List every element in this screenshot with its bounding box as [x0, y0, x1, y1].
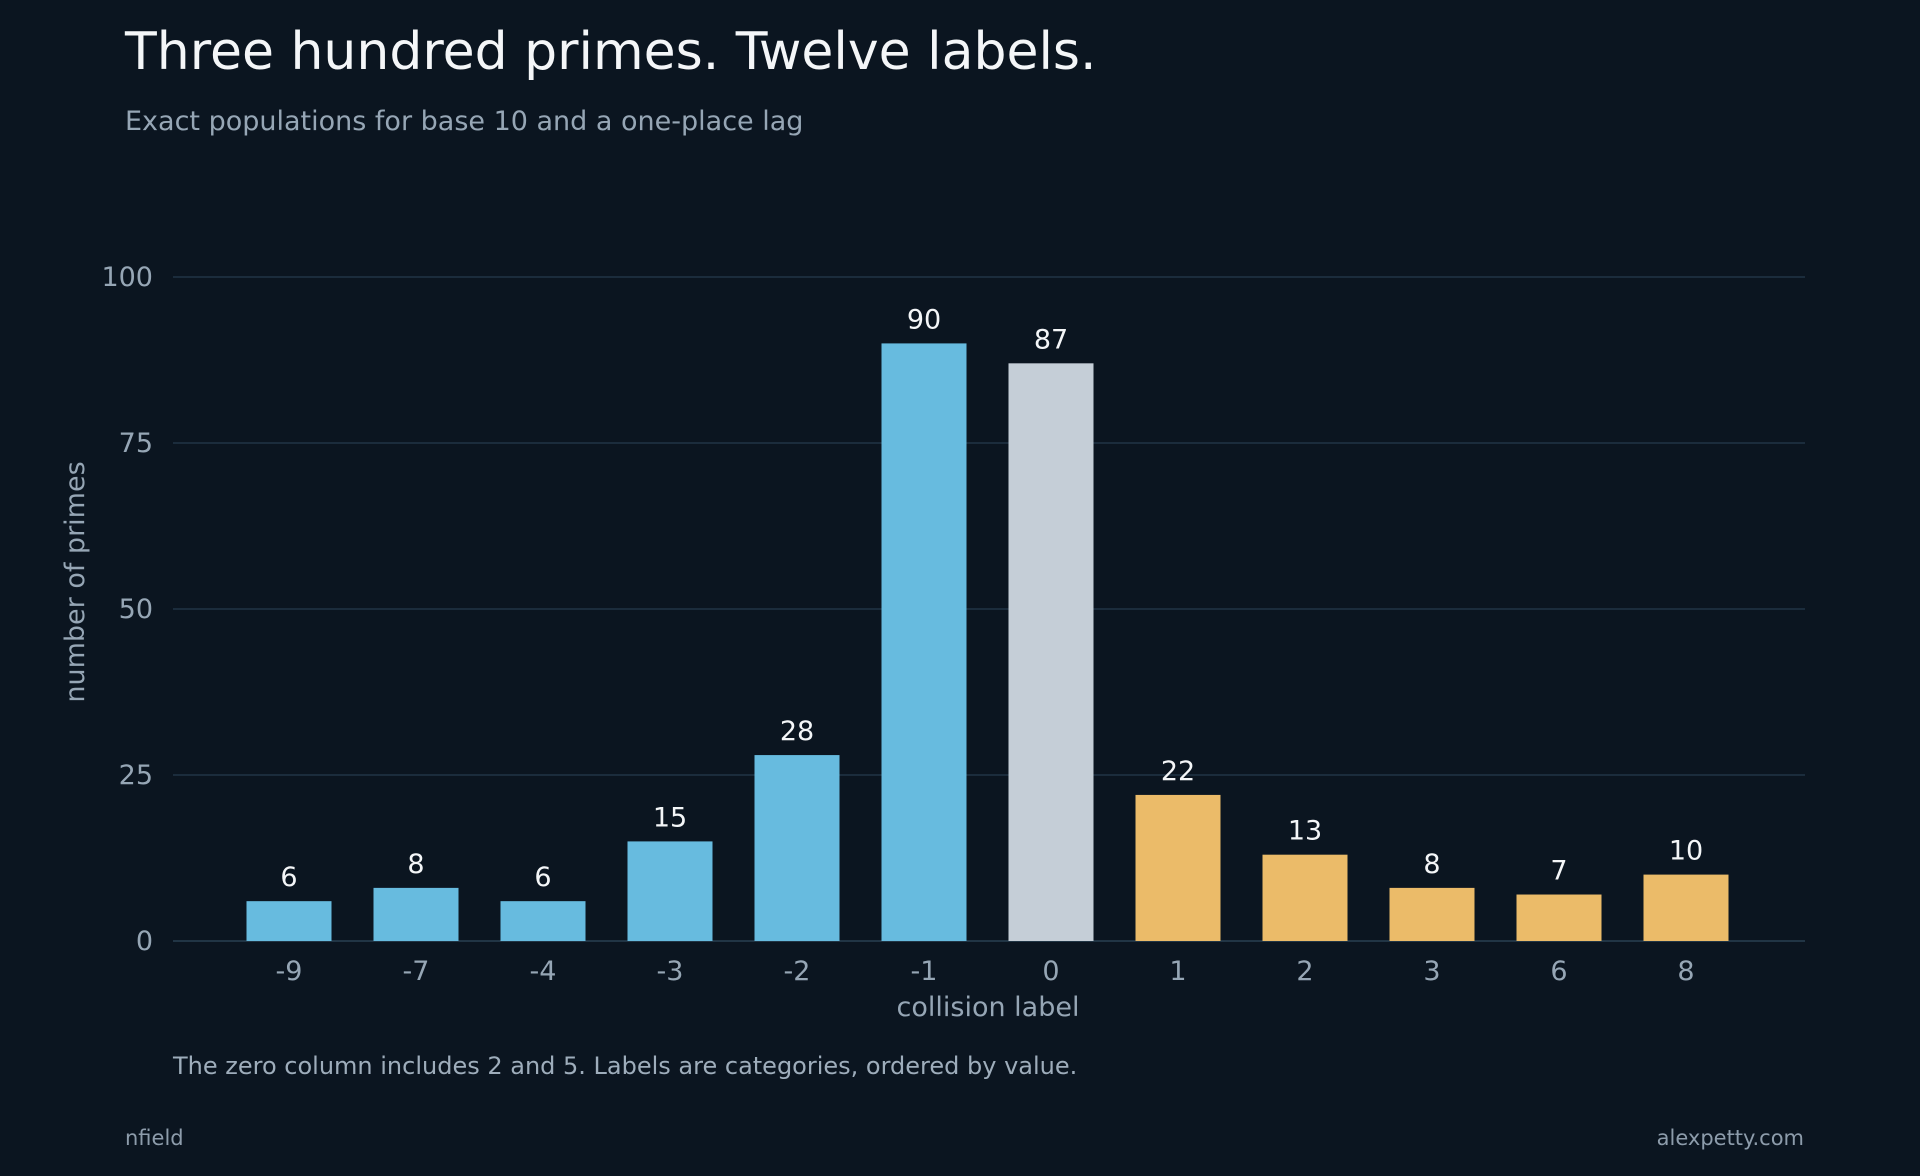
- bar-value-label: 6: [280, 862, 297, 893]
- x-tick-labels: -9 -7 -4 -3 -2 -1 0 1 2 3 6 8: [276, 956, 1695, 987]
- bar-value-label: 10: [1669, 836, 1703, 867]
- y-tick-label: 100: [101, 262, 153, 293]
- x-tick-label: 2: [1296, 956, 1313, 987]
- bar: [754, 755, 840, 941]
- bar: [881, 343, 967, 941]
- footer-source: nfield: [125, 1126, 184, 1150]
- x-tick-label: 1: [1169, 956, 1186, 987]
- chart-title: Three hundred primes. Twelve labels.: [125, 22, 1097, 82]
- bar: [627, 841, 713, 941]
- x-tick-label: -4: [530, 956, 557, 987]
- chart-subtitle: Exact populations for base 10 and a one-…: [125, 106, 804, 137]
- bar-value-label: 28: [780, 716, 814, 747]
- x-tick-label: -2: [784, 956, 811, 987]
- x-tick-label: -3: [657, 956, 684, 987]
- x-tick-label: 8: [1677, 956, 1694, 987]
- y-tick-labels: 0 25 50 75 100: [101, 262, 153, 957]
- bar: [500, 901, 586, 941]
- bar: [1008, 363, 1094, 941]
- bar: [1643, 874, 1729, 941]
- chart-footnote: The zero column includes 2 and 5. Labels…: [173, 1052, 1078, 1080]
- bar: [373, 887, 459, 941]
- x-tick-label: -7: [403, 956, 430, 987]
- x-tick-label: 6: [1550, 956, 1567, 987]
- bar-value-label: 22: [1161, 756, 1195, 787]
- bar-value-label: 6: [534, 862, 551, 893]
- bar-value-label: 7: [1550, 856, 1567, 887]
- bar-value-label: 8: [407, 849, 424, 880]
- y-tick-label: 75: [119, 428, 153, 459]
- x-tick-label: -9: [276, 956, 303, 987]
- bar-value-label: 87: [1034, 324, 1068, 355]
- y-tick-label: 25: [119, 760, 153, 791]
- bars: [246, 343, 1729, 941]
- bar: [246, 901, 332, 941]
- x-tick-label: -1: [911, 956, 938, 987]
- y-axis-label: number of primes: [60, 461, 91, 702]
- bar-value-label: 13: [1288, 816, 1322, 847]
- bar: [1262, 854, 1348, 941]
- bar: [1135, 794, 1221, 941]
- bar-value-label: 90: [907, 304, 941, 335]
- bar: [1516, 894, 1602, 941]
- bar-value-label: 8: [1423, 849, 1440, 880]
- x-axis-label: collision label: [897, 992, 1080, 1023]
- grid-lines: [173, 276, 1805, 942]
- x-tick-label: 3: [1423, 956, 1440, 987]
- bar-value-label: 15: [653, 802, 687, 833]
- x-tick-label: 0: [1042, 956, 1059, 987]
- y-tick-label: 0: [136, 926, 153, 957]
- bar: [1389, 887, 1475, 941]
- y-tick-label: 50: [119, 594, 153, 625]
- footer-site: alexpetty.com: [1656, 1126, 1804, 1150]
